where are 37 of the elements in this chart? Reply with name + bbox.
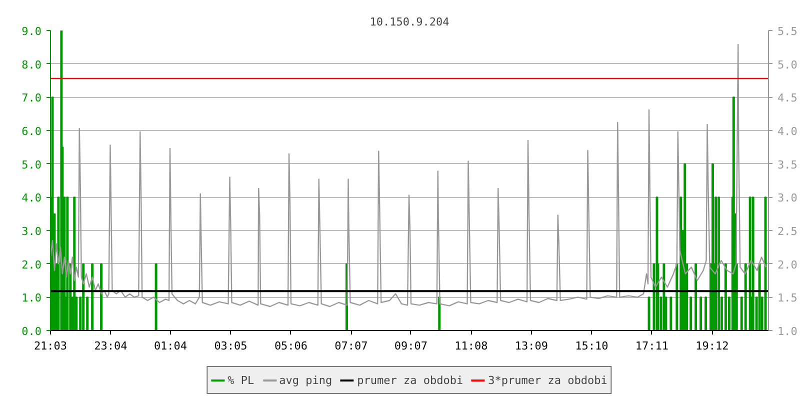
y2-tick-label: 2.5 [778,225,798,238]
y-tick-label: 0.0 [22,325,42,338]
y-tick-label: 7.0 [22,92,42,105]
y2-tick-label: 4.0 [778,125,798,138]
y2-tick-label: 4.5 [778,92,798,105]
legend-label: % PL [228,374,254,386]
x-tick-label: 01:04 [154,340,188,352]
y2-tick-label: 5.5 [778,25,798,38]
y-tick-label: 4.0 [22,192,42,205]
y-tick-label: 3.0 [22,225,42,238]
y2-tick-label: 3.5 [778,158,798,172]
x-tick-label: 23:04 [94,340,128,352]
chart-title: 10.150.9.204 [370,16,450,28]
x-tick-label: 17:11 [635,340,669,352]
x-tick-label: 09:07 [394,340,428,352]
legend-label: avg ping [279,374,332,386]
y-tick-label: 1.0 [22,292,42,305]
x-tick-label: 13:09 [514,340,548,352]
y2-tick-label: 1.0 [778,325,798,338]
x-tick-label: 11:08 [454,340,488,352]
y-tick-label: 6.0 [22,125,42,138]
x-tick-label: 15:10 [575,340,608,352]
y2-tick-label: 1.5 [778,292,798,305]
x-tick-label: 05:06 [274,340,308,352]
y-tick-label: 8.0 [22,58,42,72]
legend-label: prumer za obdobi [357,374,464,386]
y2-tick-label: 5.0 [778,58,798,72]
y-tick-label: 9.0 [22,25,42,38]
x-tick-label: 07:07 [334,340,368,352]
y-tick-label: 5.0 [22,158,42,172]
x-tick-label: 21:03 [34,340,68,352]
x-tick-label: 03:05 [214,340,248,352]
y2-tick-label: 3.0 [778,192,798,205]
y-tick-label: 2.0 [22,258,42,272]
y2-tick-label: 2.0 [778,258,798,272]
legend-label: 3*prumer za obdobi [488,374,608,386]
x-tick-label: 19:12 [696,340,729,352]
